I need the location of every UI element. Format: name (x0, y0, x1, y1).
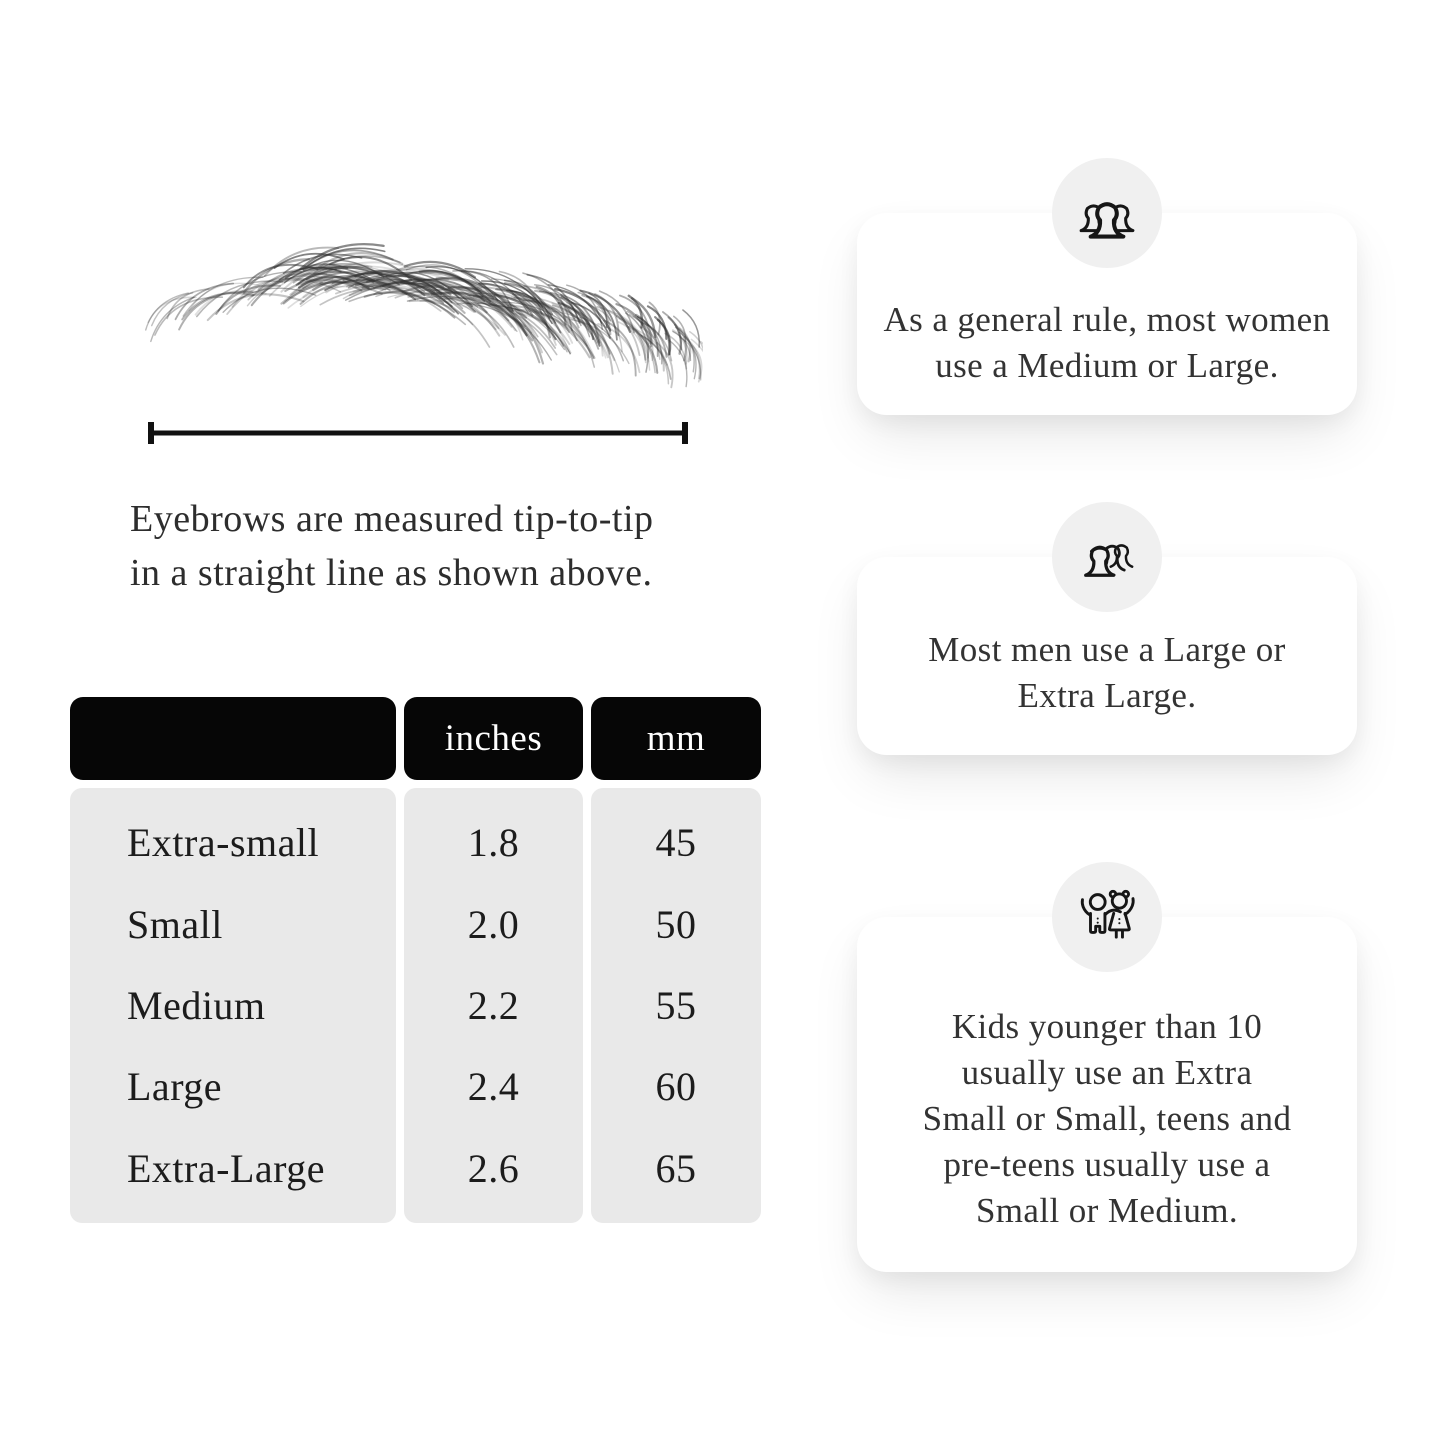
tip-text: Most men use a Large or Extra Large. (928, 627, 1286, 719)
inches-value: 2.6 (467, 1145, 520, 1191)
size-label: Medium (127, 983, 266, 1029)
tip-text-line: usually use an Extra (961, 1052, 1253, 1092)
inches-value: 2.0 (467, 901, 520, 947)
size-label: Extra-small (127, 820, 320, 866)
group-of-men-icon (1084, 544, 1134, 577)
tip-text-line: use a Medium or Large. (935, 346, 1279, 385)
mm-value: 50 (655, 901, 697, 947)
mm-value: 45 (655, 820, 697, 866)
tip-card-men: Most men use a Large or Extra Large. (857, 502, 1357, 755)
tip-text: As a general rule, most women use a Medi… (883, 297, 1330, 389)
tip-text-line: Extra Large. (1017, 676, 1197, 715)
tip-card-kids: Kids younger than 10 usually use an Extr… (857, 862, 1357, 1272)
tip-text-line: As a general rule, most women (883, 300, 1331, 339)
inches-value: 2.2 (467, 983, 520, 1029)
kids-icon (1080, 889, 1135, 939)
tip-text-line: Most men use a Large or (928, 630, 1286, 669)
size-table-header-inches: inches (404, 697, 583, 780)
tip-icon-circle (1052, 502, 1162, 612)
tip-card-women: As a general rule, most women use a Medi… (857, 158, 1357, 415)
size-table-mm-column: 45 50 55 60 65 (591, 788, 761, 1223)
caption-line: Eyebrows are measured tip-to-tip (130, 498, 654, 540)
size-label: Large (127, 1064, 223, 1110)
tip-text: Kids younger than 10 usually use an Extr… (923, 1004, 1292, 1234)
tip-text-line: Small or Small, teens and (922, 1098, 1292, 1138)
size-table-size-column: Extra-small Small Medium Large Extra-Lar… (70, 788, 396, 1223)
mm-value: 55 (655, 983, 697, 1029)
measurement-line (148, 422, 688, 444)
inches-value: 2.4 (467, 1064, 520, 1110)
caption-line: in a straight line as shown above. (130, 552, 653, 594)
tip-icon-circle (1052, 158, 1162, 268)
tip-text-line: pre-teens usually use a (943, 1144, 1271, 1184)
tip-icon-circle (1052, 862, 1162, 972)
size-label: Extra-Large (127, 1145, 325, 1191)
tip-text-line: Small or Medium. (975, 1190, 1239, 1230)
inches-value: 1.8 (467, 820, 520, 866)
size-table-inches-column: 1.8 2.0 2.2 2.4 2.6 (404, 788, 583, 1223)
measurement-caption: Eyebrows are measured tip-to-tip in a st… (130, 492, 750, 600)
eyebrow-illustration (145, 242, 703, 389)
tip-text-line: Kids younger than 10 (951, 1006, 1263, 1046)
size-table-header-mm: mm (591, 697, 761, 780)
mm-value: 60 (655, 1064, 697, 1110)
size-table: inches mm Extra-small Small Medium Large… (70, 697, 761, 1223)
size-label: Small (127, 901, 223, 947)
group-of-women-icon (1079, 202, 1135, 239)
size-table-header-size (70, 697, 396, 780)
mm-value: 65 (655, 1145, 697, 1191)
